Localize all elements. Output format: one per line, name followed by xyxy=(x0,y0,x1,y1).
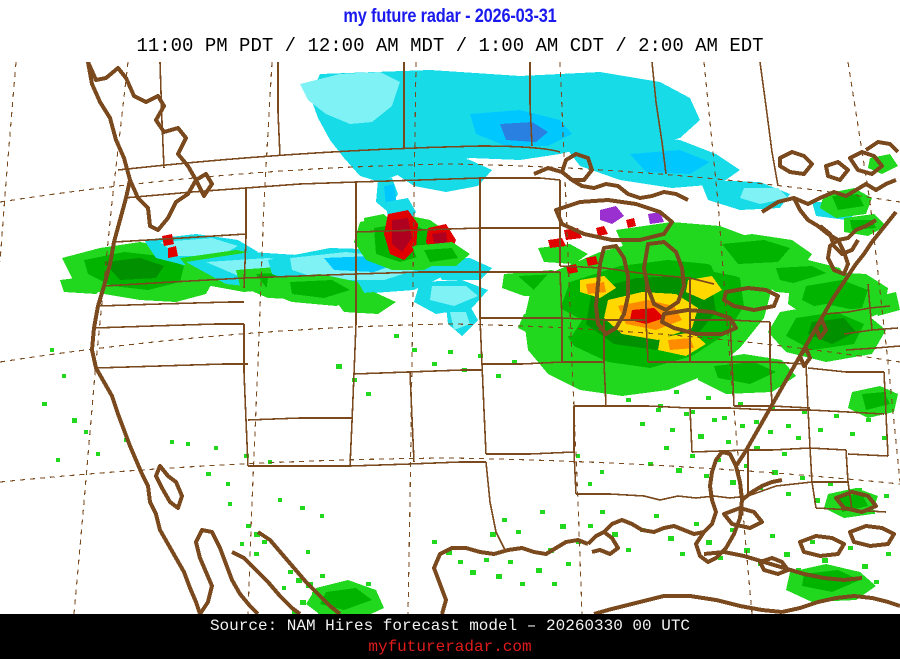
page-title: my future radar - 2026-03-31 xyxy=(343,6,557,27)
radar-echo-great-lakes xyxy=(518,206,848,396)
radar-echo-northwest xyxy=(60,198,588,336)
map-canada-north xyxy=(533,152,689,202)
map-state-borders xyxy=(93,62,900,553)
radar-map[interactable] xyxy=(0,62,900,614)
radar-echo-northern-snow xyxy=(300,70,864,220)
radar-echo-dakota-core xyxy=(354,210,470,270)
footer-bar: Source: NAM Hires forecast model – 20260… xyxy=(0,614,900,659)
timezone-subtitle: 11:00 PM PDT / 12:00 AM MDT / 1:00 AM CD… xyxy=(136,35,764,57)
website-text[interactable]: myfutureradar.com xyxy=(368,638,532,656)
header: my future radar - 2026-03-31 11:00 PM PD… xyxy=(0,0,900,62)
map-coastlines-gulf-atlantic xyxy=(194,210,898,614)
map-caribbean xyxy=(593,490,900,614)
source-text: Source: NAM Hires forecast model – 20260… xyxy=(209,617,691,635)
map-canada-maritimes xyxy=(760,140,900,276)
